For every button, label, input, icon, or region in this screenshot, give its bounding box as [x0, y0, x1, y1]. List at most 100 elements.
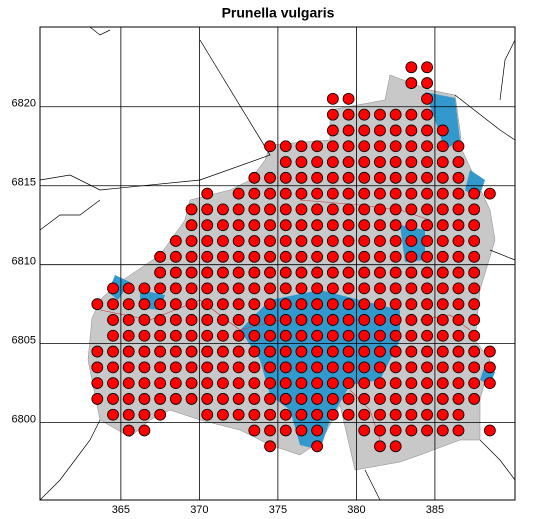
occurrence-dot	[122, 393, 135, 405]
occurrence-dot	[405, 156, 418, 168]
occurrence-dot	[389, 250, 402, 263]
occurrence-dot	[279, 203, 292, 216]
occurrence-dot	[217, 250, 229, 263]
road	[89, 26, 111, 36]
occurrence-dot	[389, 314, 402, 326]
occurrence-dot	[217, 361, 229, 374]
occurrence-dot	[436, 329, 449, 342]
occurrence-dot	[468, 298, 481, 311]
occurrence-dot	[436, 171, 449, 184]
occurrence-dot	[91, 298, 104, 311]
occurrence-dot	[185, 361, 198, 374]
occurrence-dot	[405, 314, 418, 326]
occurrence-dot	[405, 124, 418, 137]
occurrence-dot	[452, 266, 465, 279]
occurrence-dot	[279, 298, 292, 311]
occurrence-dot	[138, 329, 151, 342]
occurrence-dot	[295, 329, 308, 342]
occurrence-dot	[295, 235, 308, 247]
occurrence-dot	[326, 219, 339, 232]
occurrence-dot	[311, 235, 324, 247]
occurrence-dot	[342, 108, 355, 121]
occurrence-dot	[405, 140, 418, 153]
occurrence-dot	[264, 203, 276, 216]
occurrence-dot	[232, 345, 245, 358]
occurrence-dot	[421, 393, 433, 405]
occurrence-dot	[122, 329, 135, 342]
occurrence-dot	[295, 203, 308, 216]
occurrence-dot	[358, 393, 371, 405]
occurrence-dot	[342, 393, 355, 405]
occurrence-dot	[342, 250, 355, 263]
occurrence-dot	[217, 408, 229, 421]
occurrence-dot	[138, 298, 151, 311]
occurrence-dot	[374, 156, 386, 168]
occurrence-dot	[483, 345, 496, 358]
occurrence-dot	[374, 171, 386, 184]
occurrence-dot	[326, 282, 339, 295]
occurrence-dot	[421, 266, 433, 279]
occurrence-dot	[483, 424, 496, 437]
x-tick-label: 370	[190, 504, 208, 516]
occurrence-dot	[342, 92, 355, 105]
occurrence-dot	[169, 329, 182, 342]
occurrence-dot	[122, 408, 135, 421]
occurrence-dot	[264, 393, 276, 405]
occurrence-dot	[107, 377, 119, 390]
occurrence-dot	[436, 298, 449, 311]
occurrence-dot	[264, 361, 276, 374]
occurrence-dot	[295, 424, 308, 437]
occurrence-dot	[452, 203, 465, 216]
occurrence-dot	[358, 124, 371, 137]
occurrence-dot	[421, 329, 433, 342]
occurrence-dot	[436, 314, 449, 326]
occurrence-dot	[452, 408, 465, 421]
occurrence-dot	[326, 393, 339, 405]
occurrence-dot	[311, 440, 324, 453]
occurrence-dot	[311, 377, 324, 390]
occurrence-dot	[217, 266, 229, 279]
occurrence-dot	[326, 408, 339, 421]
occurrence-dot	[374, 345, 386, 358]
occurrence-dot	[264, 140, 276, 153]
road	[39, 39, 271, 191]
occurrence-dot	[374, 266, 386, 279]
occurrence-dot	[389, 203, 402, 216]
occurrence-dot	[232, 361, 245, 374]
occurrence-dot	[358, 282, 371, 295]
road	[479, 439, 516, 481]
occurrence-dot	[405, 408, 418, 421]
occurrence-dot	[468, 266, 481, 279]
occurrence-dot	[185, 282, 198, 295]
occurrence-dot	[483, 377, 496, 390]
occurrence-dot	[326, 187, 339, 200]
occurrence-dot	[389, 235, 402, 247]
occurrence-dot	[436, 124, 449, 137]
occurrence-dot	[358, 361, 371, 374]
occurrence-dot	[248, 329, 261, 342]
occurrence-dot	[374, 250, 386, 263]
occurrence-dot	[389, 361, 402, 374]
occurrence-dot	[326, 203, 339, 216]
occurrence-dot	[232, 235, 245, 247]
occurrence-dot	[405, 377, 418, 390]
occurrence-dot	[154, 377, 167, 390]
occurrence-dot	[311, 187, 324, 200]
occurrence-dot	[374, 219, 386, 232]
occurrence-dot	[452, 250, 465, 263]
occurrence-dot	[483, 361, 496, 374]
occurrence-dot	[122, 314, 135, 326]
occurrence-dot	[279, 424, 292, 437]
occurrence-dot	[374, 314, 386, 326]
occurrence-dot	[248, 298, 261, 311]
x-tick-label: 365	[112, 504, 130, 516]
occurrence-dot	[91, 345, 104, 358]
occurrence-dot	[421, 345, 433, 358]
occurrence-dot	[342, 203, 355, 216]
occurrence-dot	[185, 345, 198, 358]
occurrence-dot	[185, 377, 198, 390]
occurrence-dot	[358, 377, 371, 390]
occurrence-dot	[452, 171, 465, 184]
occurrence-dot	[452, 156, 465, 168]
occurrence-dot	[326, 361, 339, 374]
